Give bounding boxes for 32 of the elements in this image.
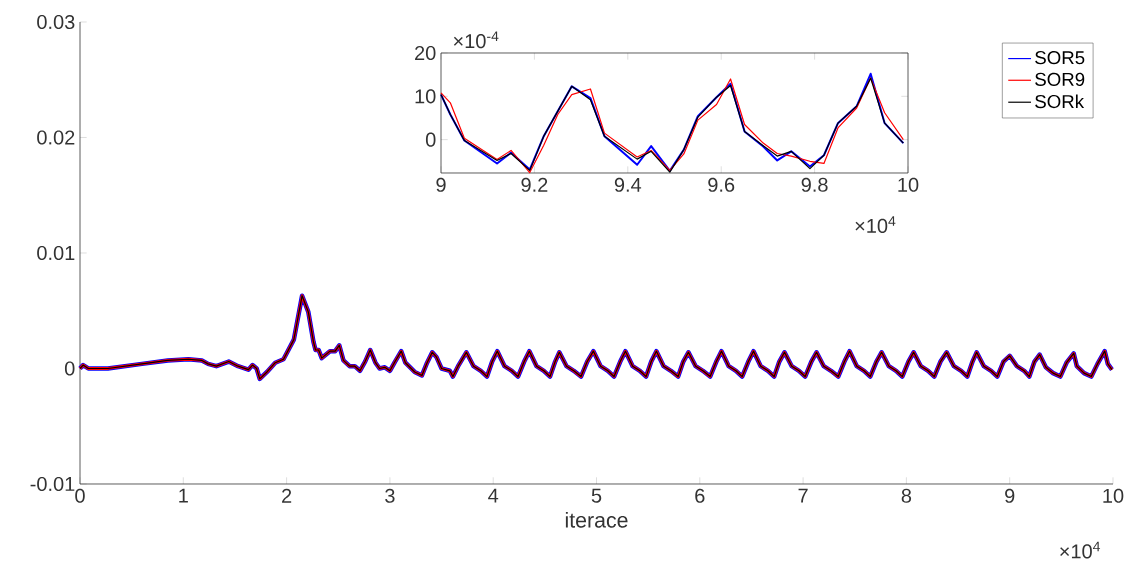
x-tick-label: 9.4 xyxy=(614,177,642,192)
y-tick-label: 20 xyxy=(415,45,436,61)
x-tick-label: 9.2 xyxy=(521,177,548,192)
x-tick-label: 5 xyxy=(591,488,602,503)
x-tick-label: 2 xyxy=(282,488,292,503)
legend-label: SOR9 xyxy=(1035,72,1085,86)
y-tick-label: 0.03 xyxy=(37,14,75,30)
y-tick-label: 0.02 xyxy=(37,130,75,145)
legend-label: SORk xyxy=(1035,94,1085,109)
text: ×10$^{4}$ xyxy=(1060,541,1101,559)
x-tick-label: 9 xyxy=(1005,488,1015,503)
x-tick-label: 3 xyxy=(385,488,395,503)
x-tick-label: 1 xyxy=(179,488,188,503)
annotation: ×10$^{-4}$ xyxy=(453,31,499,49)
x-tick-label: 9 xyxy=(436,177,446,192)
y-tick-label: 0 xyxy=(425,132,436,147)
y-tick-label: -0.01 xyxy=(30,476,75,492)
y-tick-label: 0.01 xyxy=(37,245,75,261)
x-axis-title: iterace xyxy=(565,512,628,528)
legend-label: SOR5 xyxy=(1035,51,1085,65)
x-tick-label: 7 xyxy=(798,488,808,503)
x-tick-label: 8 xyxy=(901,488,912,503)
x-tick-label: 0 xyxy=(75,488,85,503)
x-tick-label: 9.8 xyxy=(801,177,828,192)
y-tick-label: 10 xyxy=(415,89,436,104)
x-tick-label: 6 xyxy=(695,488,705,503)
annotation: ×10$^{4}$ xyxy=(855,216,896,233)
x-tick-label: 9.6 xyxy=(708,177,735,192)
x-tick-label: 10 xyxy=(1103,488,1124,503)
x-tick-label: 10 xyxy=(898,177,919,192)
y-tick-label: 0 xyxy=(64,361,75,376)
x-tick-label: 4 xyxy=(488,488,499,503)
